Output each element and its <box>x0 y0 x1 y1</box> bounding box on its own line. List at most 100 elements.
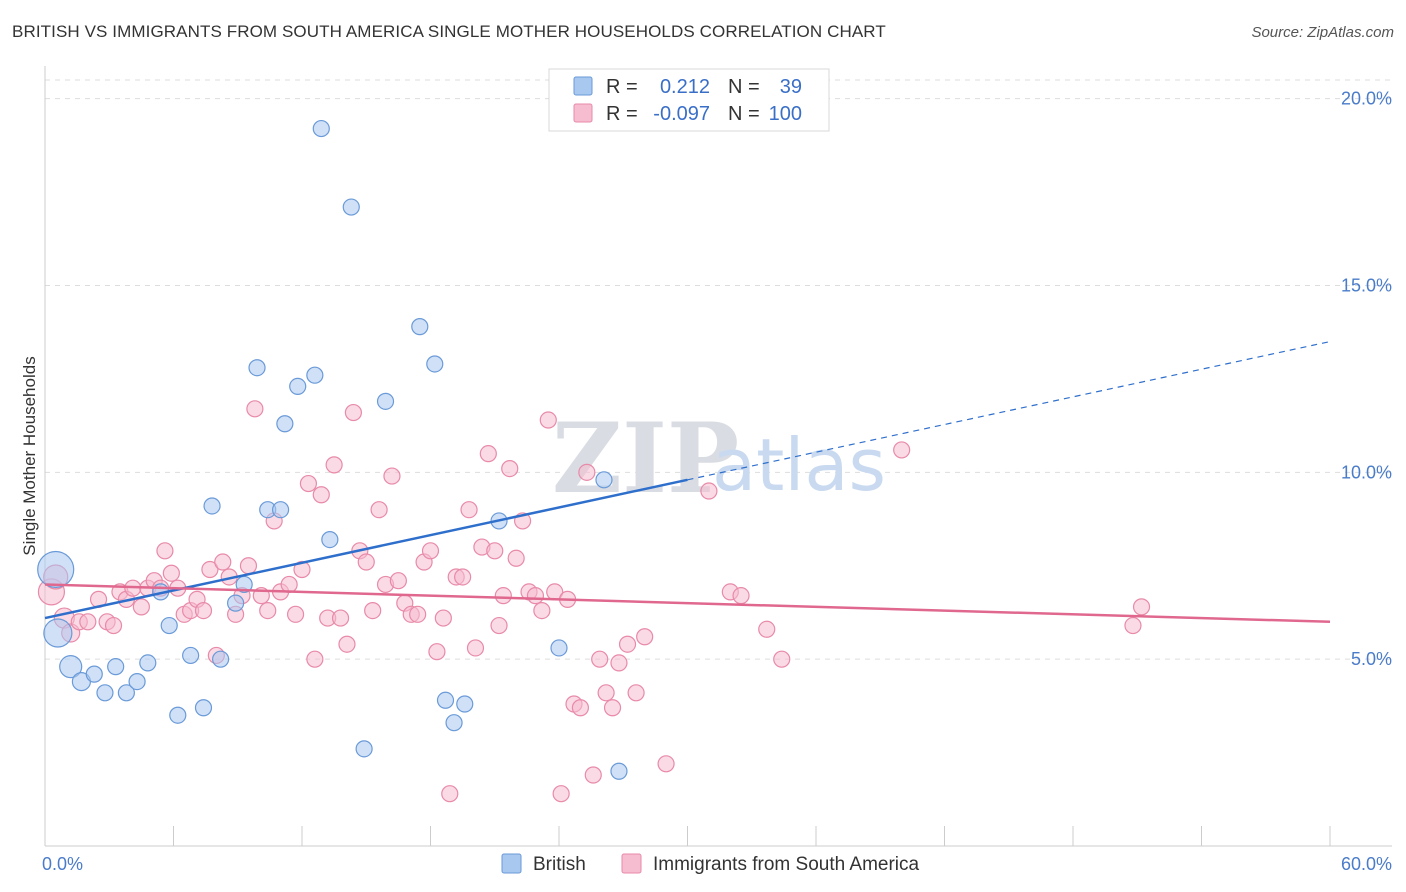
legend-n-label-british: N = <box>728 76 760 98</box>
south-america-point-91 <box>700 482 718 500</box>
legend-frame <box>548 68 830 132</box>
south-america-trend-line <box>44 583 1331 624</box>
south-america-point-60 <box>441 785 459 803</box>
south-america-point-77 <box>552 785 570 803</box>
british-point-31 <box>426 355 444 373</box>
south-america-point-89 <box>636 628 654 646</box>
south-america-point-63 <box>460 501 478 519</box>
south-america-point-48 <box>364 601 382 620</box>
south-america-point-88 <box>627 684 645 702</box>
legend-n-value-south-america: 100 <box>769 103 802 125</box>
south-america-point-36 <box>286 605 305 623</box>
south-america-point-51 <box>383 467 401 485</box>
south-america-point-64 <box>466 639 485 657</box>
south-america-point-75 <box>539 411 557 429</box>
south-america-point-69 <box>501 460 519 478</box>
british-point-19 <box>248 359 266 377</box>
south-america-point-17 <box>162 564 180 582</box>
south-america-point-45 <box>344 403 362 422</box>
south-america-point-81 <box>578 463 596 481</box>
british-point-5 <box>96 684 114 702</box>
legend-swatch-british <box>573 76 593 96</box>
south-america-point-38 <box>299 474 318 493</box>
british-point-21 <box>271 501 290 519</box>
south-america-point-42 <box>325 456 343 474</box>
british-point-11 <box>160 616 178 635</box>
south-america-point-87 <box>618 635 637 653</box>
y-tick-label-0: 5.0% <box>1351 649 1392 669</box>
south-america-point-85 <box>603 699 622 717</box>
south-america-point-90 <box>657 755 675 773</box>
trend-lines <box>44 340 1331 624</box>
south-america-point-35 <box>280 575 298 594</box>
south-america-point-97 <box>1124 616 1142 635</box>
british-point-26 <box>321 530 339 549</box>
legend-r-label-south-america: R = <box>606 103 638 125</box>
south-america-point-59 <box>434 609 452 627</box>
series-legend-swatch-south-america <box>621 853 642 874</box>
legend-n-value-british: 39 <box>780 76 802 98</box>
x-tick-label-min: 0.0% <box>42 854 83 874</box>
south-america-point-57 <box>421 542 440 560</box>
south-america-point-70 <box>507 549 525 567</box>
y-axis-label: Single Mother Households <box>20 356 39 555</box>
british-point-27 <box>342 198 360 216</box>
y-tick-label-2: 15.0% <box>1341 276 1392 296</box>
south-america-point-86 <box>610 654 628 672</box>
legend-r-value-british: 0.212 <box>660 76 710 98</box>
south-america-point-40 <box>312 486 330 504</box>
south-america-point-73 <box>526 587 545 605</box>
legend-r-label-british: R = <box>606 76 638 98</box>
south-america-point-39 <box>306 650 324 668</box>
british-point-36 <box>550 639 568 657</box>
data-points <box>37 119 1151 803</box>
south-america-point-43 <box>331 609 350 627</box>
legend-swatch-south-america <box>573 103 593 123</box>
british-point-38 <box>610 762 628 780</box>
south-america-point-62 <box>454 568 472 586</box>
source-label: Source: ZipAtlas.com <box>1251 24 1394 41</box>
x-tick-label-max: 60.0% <box>1341 854 1392 874</box>
british-point-13 <box>182 646 200 665</box>
south-america-point-29 <box>239 557 258 575</box>
british-point-16 <box>212 650 230 668</box>
british-point-1 <box>43 618 73 648</box>
south-america-point-94 <box>758 620 776 638</box>
south-america-point-12 <box>132 598 150 616</box>
british-point-34 <box>456 695 474 713</box>
south-america-point-52 <box>389 572 407 590</box>
south-america-point-55 <box>409 605 427 623</box>
south-america-point-82 <box>584 766 602 784</box>
british-point-30 <box>411 318 429 336</box>
british-point-2 <box>59 655 83 679</box>
british-trend-line <box>44 478 688 620</box>
axes: 5.0% 10.0% 15.0% 20.0% 0.0% 60.0% <box>42 66 1392 874</box>
british-point-23 <box>289 377 307 395</box>
south-america-point-32 <box>259 601 277 620</box>
south-america-point-30 <box>246 400 264 418</box>
south-america-point-74 <box>533 601 551 620</box>
british-point-17 <box>227 594 245 612</box>
south-america-point-23 <box>201 560 219 579</box>
british-point-33 <box>445 714 463 732</box>
british-point-28 <box>355 740 373 758</box>
british-point-32 <box>436 691 455 709</box>
series-legend-label-south-america: Immigrants from South America <box>653 854 920 875</box>
british-point-9 <box>139 654 157 672</box>
british-point-7 <box>117 684 135 702</box>
south-america-point-96 <box>893 441 911 459</box>
south-america-point-44 <box>338 635 356 653</box>
south-america-point-49 <box>370 501 388 519</box>
south-america-point-16 <box>156 542 174 560</box>
south-america-point-68 <box>494 587 512 605</box>
series-legend: British Immigrants from South America <box>501 853 920 875</box>
british-point-4 <box>85 665 103 683</box>
series-legend-label-british: British <box>533 854 586 875</box>
y-tick-label-3: 20.0% <box>1341 89 1392 109</box>
british-point-6 <box>107 658 125 676</box>
south-america-point-83 <box>591 650 609 668</box>
south-america-point-66 <box>479 445 497 463</box>
south-america-point-67 <box>486 542 504 560</box>
